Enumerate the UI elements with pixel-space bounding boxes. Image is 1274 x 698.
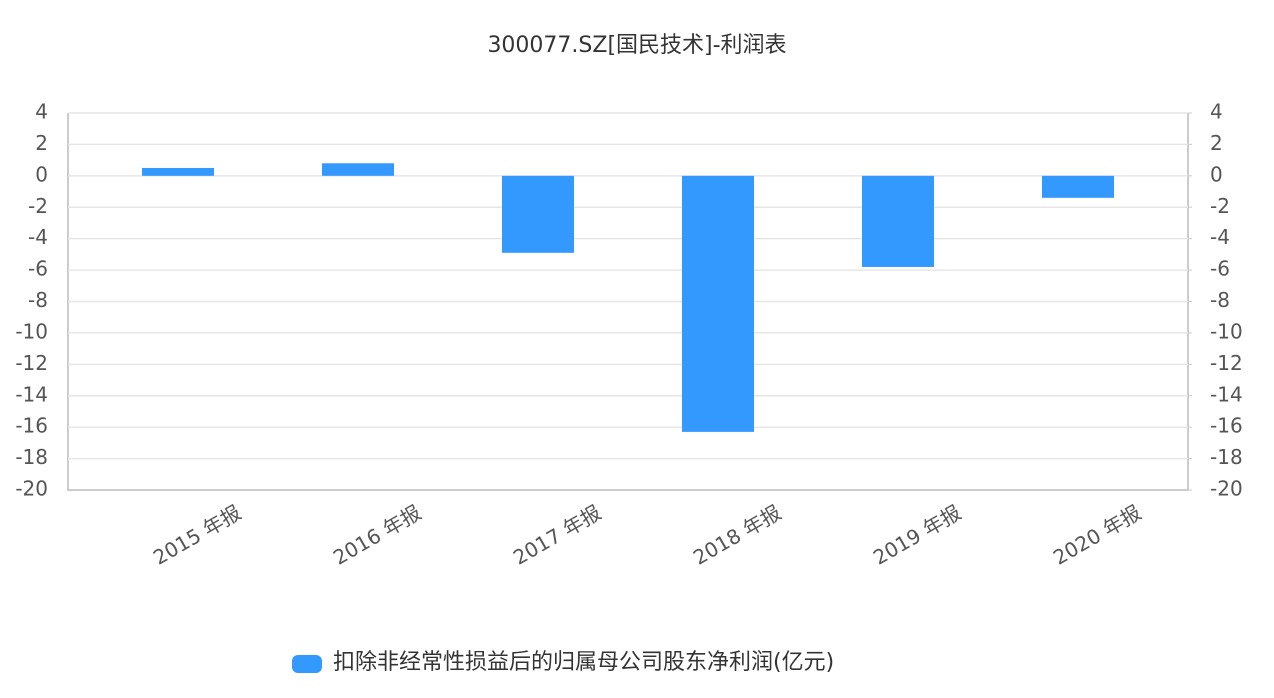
bar	[322, 163, 394, 176]
y2-tick-label: 2	[1210, 131, 1223, 155]
y-tick-label: -8	[28, 288, 48, 312]
y2-tick-label: 0	[1210, 162, 1223, 186]
bar	[682, 175, 754, 432]
y2-tick-label: 4	[1210, 100, 1223, 124]
y-tick-label: -12	[15, 351, 48, 375]
y-tick-label: 4	[35, 100, 48, 124]
chart-title: 300077.SZ[国民技术]-利润表	[487, 33, 786, 58]
y2-tick-label: -4	[1210, 225, 1230, 249]
y2-tick-label: -10	[1210, 319, 1243, 343]
y-tick-label: -18	[15, 445, 48, 469]
y-tick-label: 2	[35, 131, 48, 155]
y-tick-label: -14	[15, 382, 48, 406]
y-tick-label: -4	[28, 225, 48, 249]
y-tick-label: -20	[15, 477, 48, 501]
y2-tick-label: -20	[1210, 477, 1243, 501]
y-tick-label: -2	[28, 194, 48, 218]
legend-label: 扣除非经常性损益后的归属母公司股东净利润(亿元)	[333, 650, 834, 675]
bar	[1042, 175, 1114, 198]
y2-tick-label: -16	[1210, 414, 1243, 438]
bar	[862, 175, 934, 267]
y2-tick-label: -14	[1210, 382, 1243, 406]
y-tick-label: -6	[28, 257, 48, 281]
y-tick-label: -16	[15, 414, 48, 438]
y2-tick-label: -6	[1210, 257, 1230, 281]
bar	[142, 167, 214, 176]
bar	[502, 175, 574, 253]
legend-swatch	[292, 655, 322, 673]
y2-tick-label: -12	[1210, 351, 1243, 375]
y2-tick-label: -18	[1210, 445, 1243, 469]
y2-tick-label: -8	[1210, 288, 1230, 312]
y2-tick-label: -2	[1210, 194, 1230, 218]
y-tick-label: 0	[35, 162, 48, 186]
y-tick-label: -10	[15, 319, 48, 343]
